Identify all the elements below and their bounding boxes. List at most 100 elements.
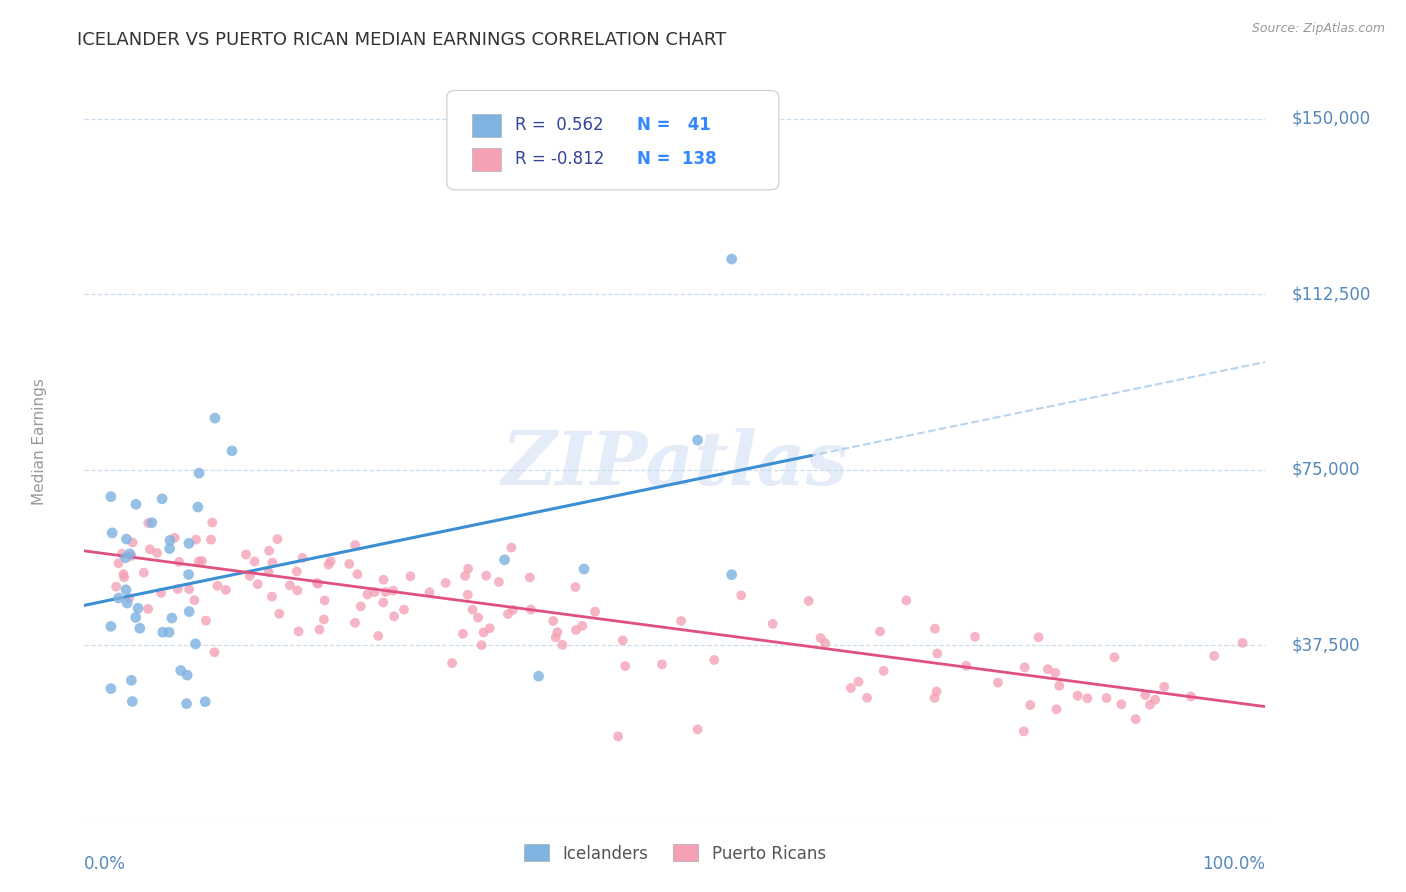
Point	[243, 554, 266, 568]
Point	[651, 657, 673, 672]
Point	[810, 631, 832, 645]
Point	[150, 491, 173, 506]
Point	[730, 588, 752, 602]
Point	[963, 630, 986, 644]
Point	[1045, 665, 1067, 680]
Point	[269, 607, 291, 621]
Point	[1204, 648, 1226, 663]
Point	[356, 587, 378, 601]
Point	[392, 602, 415, 616]
Point	[204, 645, 226, 659]
Point	[191, 554, 214, 568]
Point	[257, 543, 280, 558]
Point	[564, 580, 586, 594]
Point	[501, 541, 523, 555]
Point	[496, 607, 519, 621]
Point	[136, 516, 159, 530]
Point	[159, 541, 181, 556]
Point	[1019, 698, 1042, 712]
Point	[925, 684, 948, 698]
Point	[125, 610, 148, 624]
Bar	[472, 148, 502, 171]
Point	[419, 585, 441, 599]
Point	[1144, 692, 1167, 706]
Point	[454, 569, 477, 583]
Point	[373, 595, 395, 609]
Point	[814, 636, 837, 650]
Point	[319, 554, 342, 568]
Point	[285, 565, 308, 579]
Text: $112,500: $112,500	[1291, 285, 1371, 303]
Point	[118, 591, 141, 606]
Point	[187, 554, 209, 568]
Point	[163, 531, 186, 545]
Point	[115, 596, 138, 610]
Point	[318, 558, 340, 572]
Point	[1232, 636, 1254, 650]
Point	[1076, 691, 1098, 706]
Point	[235, 548, 257, 562]
Point	[1139, 698, 1161, 712]
Point	[1133, 688, 1156, 702]
Point	[686, 433, 709, 447]
Point	[114, 550, 136, 565]
Point	[669, 614, 692, 628]
Point	[471, 638, 494, 652]
Point	[246, 577, 269, 591]
Text: R =  0.562: R = 0.562	[516, 116, 605, 135]
Point	[287, 583, 309, 598]
Point	[686, 723, 709, 737]
Point	[544, 631, 567, 645]
Point	[308, 623, 330, 637]
Point	[520, 602, 543, 616]
Point	[120, 673, 142, 688]
Point	[461, 602, 484, 616]
Point	[121, 694, 143, 708]
Point	[257, 565, 280, 579]
Point	[111, 547, 134, 561]
Point	[502, 603, 524, 617]
Point	[1045, 702, 1067, 716]
Point	[565, 623, 588, 637]
Point	[194, 614, 217, 628]
Point	[278, 578, 301, 592]
Point	[179, 605, 201, 619]
Point	[179, 582, 201, 597]
Point	[125, 497, 148, 511]
Point	[183, 593, 205, 607]
Text: N =   41: N = 41	[637, 116, 711, 135]
Point	[478, 621, 501, 635]
Point	[177, 567, 200, 582]
Point	[139, 542, 162, 557]
Point	[475, 568, 498, 582]
Point	[1012, 724, 1035, 739]
Point	[187, 500, 209, 514]
Point	[150, 586, 173, 600]
Point	[167, 555, 190, 569]
Point	[1028, 630, 1050, 644]
Point	[343, 615, 366, 630]
Point	[1104, 650, 1126, 665]
Point	[987, 675, 1010, 690]
Legend: Icelanders, Puerto Ricans: Icelanders, Puerto Ricans	[517, 838, 832, 869]
Text: N =  138: N = 138	[637, 151, 717, 169]
Point	[797, 594, 820, 608]
Point	[266, 532, 288, 546]
Point	[312, 612, 335, 626]
Point	[572, 562, 595, 576]
Point	[856, 690, 879, 705]
Text: Median Earnings: Median Earnings	[32, 378, 46, 505]
Point	[127, 601, 149, 615]
Point	[527, 669, 550, 683]
Point	[350, 599, 373, 614]
Point	[201, 516, 224, 530]
Point	[612, 633, 634, 648]
Point	[188, 466, 211, 480]
Text: ICELANDER VS PUERTO RICAN MEDIAN EARNINGS CORRELATION CHART: ICELANDER VS PUERTO RICAN MEDIAN EARNING…	[77, 31, 727, 49]
Point	[128, 621, 150, 635]
Point	[170, 664, 193, 678]
Point	[132, 566, 155, 580]
Text: 100.0%: 100.0%	[1202, 855, 1265, 872]
Text: $37,500: $37,500	[1291, 636, 1360, 654]
Point	[1036, 662, 1059, 676]
